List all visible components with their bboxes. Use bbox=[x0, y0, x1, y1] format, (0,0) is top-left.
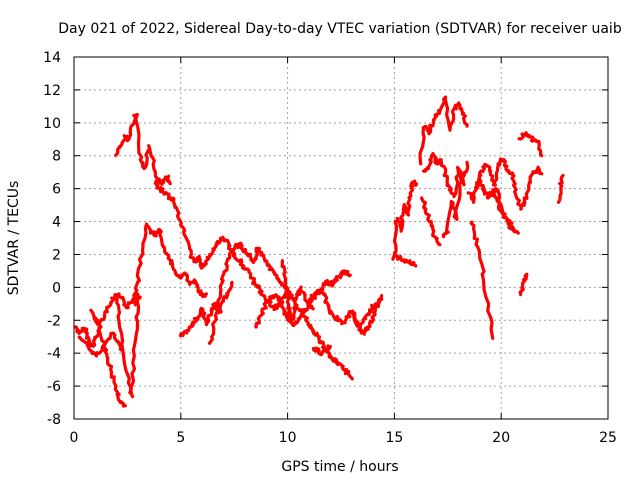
x-axis-label: GPS time / hours bbox=[281, 459, 398, 475]
plot-frame bbox=[73, 56, 609, 420]
series-arc-21 bbox=[466, 157, 544, 211]
series-arc-14 bbox=[350, 297, 384, 336]
x-tick-label: 0 bbox=[70, 430, 79, 446]
series-arc-11 bbox=[280, 259, 315, 322]
y-tick-label: -2 bbox=[47, 313, 61, 329]
y-tick-label: -4 bbox=[47, 346, 61, 362]
axis-ticks: 0 5 10 15 20 25 -8 -6 -4 -2 0 2 4 6 8 10 12 14 bbox=[43, 50, 617, 446]
series-arc-15 bbox=[391, 179, 419, 261]
x-tick-label: 5 bbox=[176, 430, 185, 446]
series-arc-22 bbox=[473, 179, 520, 235]
x-tick-label: 10 bbox=[279, 430, 297, 446]
series-arc-25 bbox=[518, 272, 529, 297]
y-tick-label: -6 bbox=[47, 379, 61, 395]
series-arc-4 bbox=[115, 293, 141, 399]
series-arc-26 bbox=[517, 131, 544, 158]
y-axis-label: SDTVAR / TECUs bbox=[6, 181, 22, 296]
series-arc-27 bbox=[556, 173, 565, 204]
y-tick-label: 6 bbox=[52, 182, 61, 198]
series-arc-1 bbox=[74, 292, 142, 348]
series-arc-16 bbox=[392, 251, 418, 268]
y-tick-label: 14 bbox=[43, 50, 61, 66]
series-arc-18 bbox=[422, 152, 470, 199]
y-tick-label: 10 bbox=[43, 116, 61, 132]
series-arc-20 bbox=[441, 170, 467, 239]
y-tick-label: 4 bbox=[52, 215, 61, 231]
series-arc-6 bbox=[153, 179, 354, 381]
y-tick-label: 12 bbox=[43, 83, 61, 99]
series-arc-24 bbox=[491, 188, 516, 232]
series-arc-17 bbox=[418, 95, 469, 166]
series-arc-23 bbox=[469, 220, 495, 340]
series-arc-19 bbox=[420, 196, 442, 247]
x-tick-label: 15 bbox=[385, 430, 403, 446]
data-series bbox=[74, 95, 565, 408]
y-tick-label: 2 bbox=[52, 247, 61, 263]
chart-title: Day 021 of 2022, Sidereal Day-to-day VTE… bbox=[58, 21, 622, 37]
y-tick-label: 8 bbox=[52, 149, 61, 165]
y-tick-label: 0 bbox=[52, 280, 61, 296]
series-arc-13 bbox=[311, 344, 332, 357]
series-arc-5 bbox=[114, 112, 172, 186]
series-arc-12 bbox=[307, 287, 384, 331]
series-arc-3 bbox=[77, 331, 125, 358]
series-arc-10 bbox=[254, 269, 352, 329]
x-tick-label: 20 bbox=[492, 430, 510, 446]
series-arc-9 bbox=[207, 241, 290, 345]
series-arc-7 bbox=[132, 222, 208, 307]
series-arc-2 bbox=[89, 308, 127, 408]
series-arc-8 bbox=[178, 280, 234, 338]
x-tick-label: 25 bbox=[599, 430, 617, 446]
y-tick-label: -8 bbox=[47, 412, 61, 428]
